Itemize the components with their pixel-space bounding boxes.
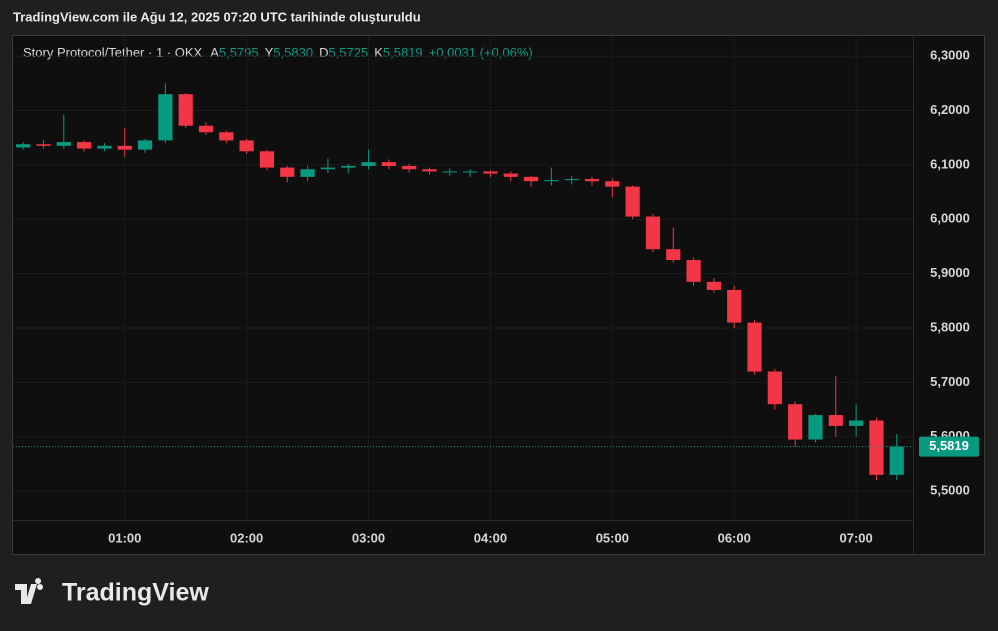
- candle-body: [76, 142, 92, 149]
- candle-body: [625, 186, 640, 217]
- candle-body: [483, 171, 498, 174]
- y-tick-label: 5,7000: [930, 374, 970, 389]
- candle-body: [402, 165, 417, 170]
- legend-value: 5,5725: [328, 45, 368, 60]
- candle-body: [706, 281, 722, 290]
- candle-body: [300, 169, 315, 177]
- candle-body: [259, 151, 275, 168]
- legend-key: K: [374, 45, 383, 60]
- candle-body: [666, 249, 681, 261]
- candle-body: [808, 415, 823, 440]
- last-price-label: 5,5819: [929, 438, 969, 453]
- candle-body: [727, 289, 742, 323]
- legend-key: Y: [265, 45, 274, 60]
- symbol: Story Protocol/Tether · 1 · OKX: [23, 45, 203, 60]
- candle-body: [869, 420, 884, 475]
- y-tick-label: 6,0000: [930, 211, 970, 226]
- x-tick-label: 07:00: [839, 530, 872, 545]
- y-tick-label: 6,2000: [930, 102, 970, 117]
- candle-body: [463, 171, 478, 173]
- last-price-tag: [919, 436, 979, 457]
- candle-body: [889, 446, 904, 475]
- candle-body: [280, 167, 295, 177]
- candle-body: [544, 180, 559, 182]
- logo: TradingView: [15, 578, 209, 607]
- candle-body: [523, 176, 539, 182]
- y-tick-label: 5,9000: [930, 265, 970, 280]
- legend-key: D: [319, 45, 328, 60]
- change: +0,0031 (+0,06%): [429, 45, 533, 60]
- candle-body: [198, 125, 214, 133]
- candle-body: [178, 94, 193, 126]
- legend-value: 5,5795: [219, 45, 259, 60]
- candle-body: [320, 167, 336, 170]
- candle-body: [849, 420, 864, 426]
- y-tick-label: 5,8000: [930, 319, 970, 334]
- candle-body: [381, 162, 396, 166]
- candle-body: [158, 94, 173, 141]
- candle-body: [56, 142, 71, 146]
- candle-body: [686, 260, 701, 282]
- candle-body: [645, 216, 661, 250]
- legend-value: 5,5819: [383, 45, 423, 60]
- x-tick-label: 06:00: [718, 530, 751, 545]
- candle-body: [584, 179, 600, 182]
- candle-body: [97, 145, 112, 149]
- candle-body: [117, 145, 132, 150]
- candle-body: [36, 144, 51, 146]
- candle-body: [341, 165, 356, 168]
- candle-body: [16, 144, 31, 148]
- candle-body: [422, 169, 437, 172]
- x-tick-label: 03:00: [352, 530, 385, 545]
- candle-body: [219, 132, 234, 141]
- candle-body: [605, 181, 620, 187]
- legend-value: 5,5830: [273, 45, 313, 60]
- x-tick-label: 02:00: [230, 530, 263, 545]
- y-tick-label: 5,5000: [930, 483, 970, 498]
- candle-body: [137, 140, 153, 150]
- logo-text: TradingView: [62, 579, 209, 607]
- chart-frame: [12, 35, 985, 555]
- candle-body: [767, 371, 782, 405]
- candle-body: [747, 322, 762, 372]
- y-tick-label: 6,3000: [930, 48, 970, 63]
- candle-body: [503, 173, 518, 177]
- x-tick-label: 04:00: [474, 530, 507, 545]
- x-tick-label: 01:00: [108, 530, 141, 545]
- y-tick-label: 6,1000: [930, 156, 970, 171]
- candle-body: [828, 415, 843, 426]
- legend: Story Protocol/Tether · 1 · OKX A5,5795 Y5…: [23, 45, 533, 60]
- candle-body: [788, 404, 803, 440]
- caption: TradingView.com ile Ağu 12, 2025 07:20 U…: [13, 9, 421, 24]
- legend-line: Story Protocol/Tether · 1 · OKX A5,5795 Y5…: [23, 45, 533, 60]
- candle-body: [361, 162, 376, 166]
- candle-body: [442, 171, 457, 173]
- x-tick-label: 05:00: [596, 530, 629, 545]
- legend-key: A: [210, 45, 219, 60]
- candle-body: [564, 179, 579, 181]
- candle-body: [239, 140, 254, 152]
